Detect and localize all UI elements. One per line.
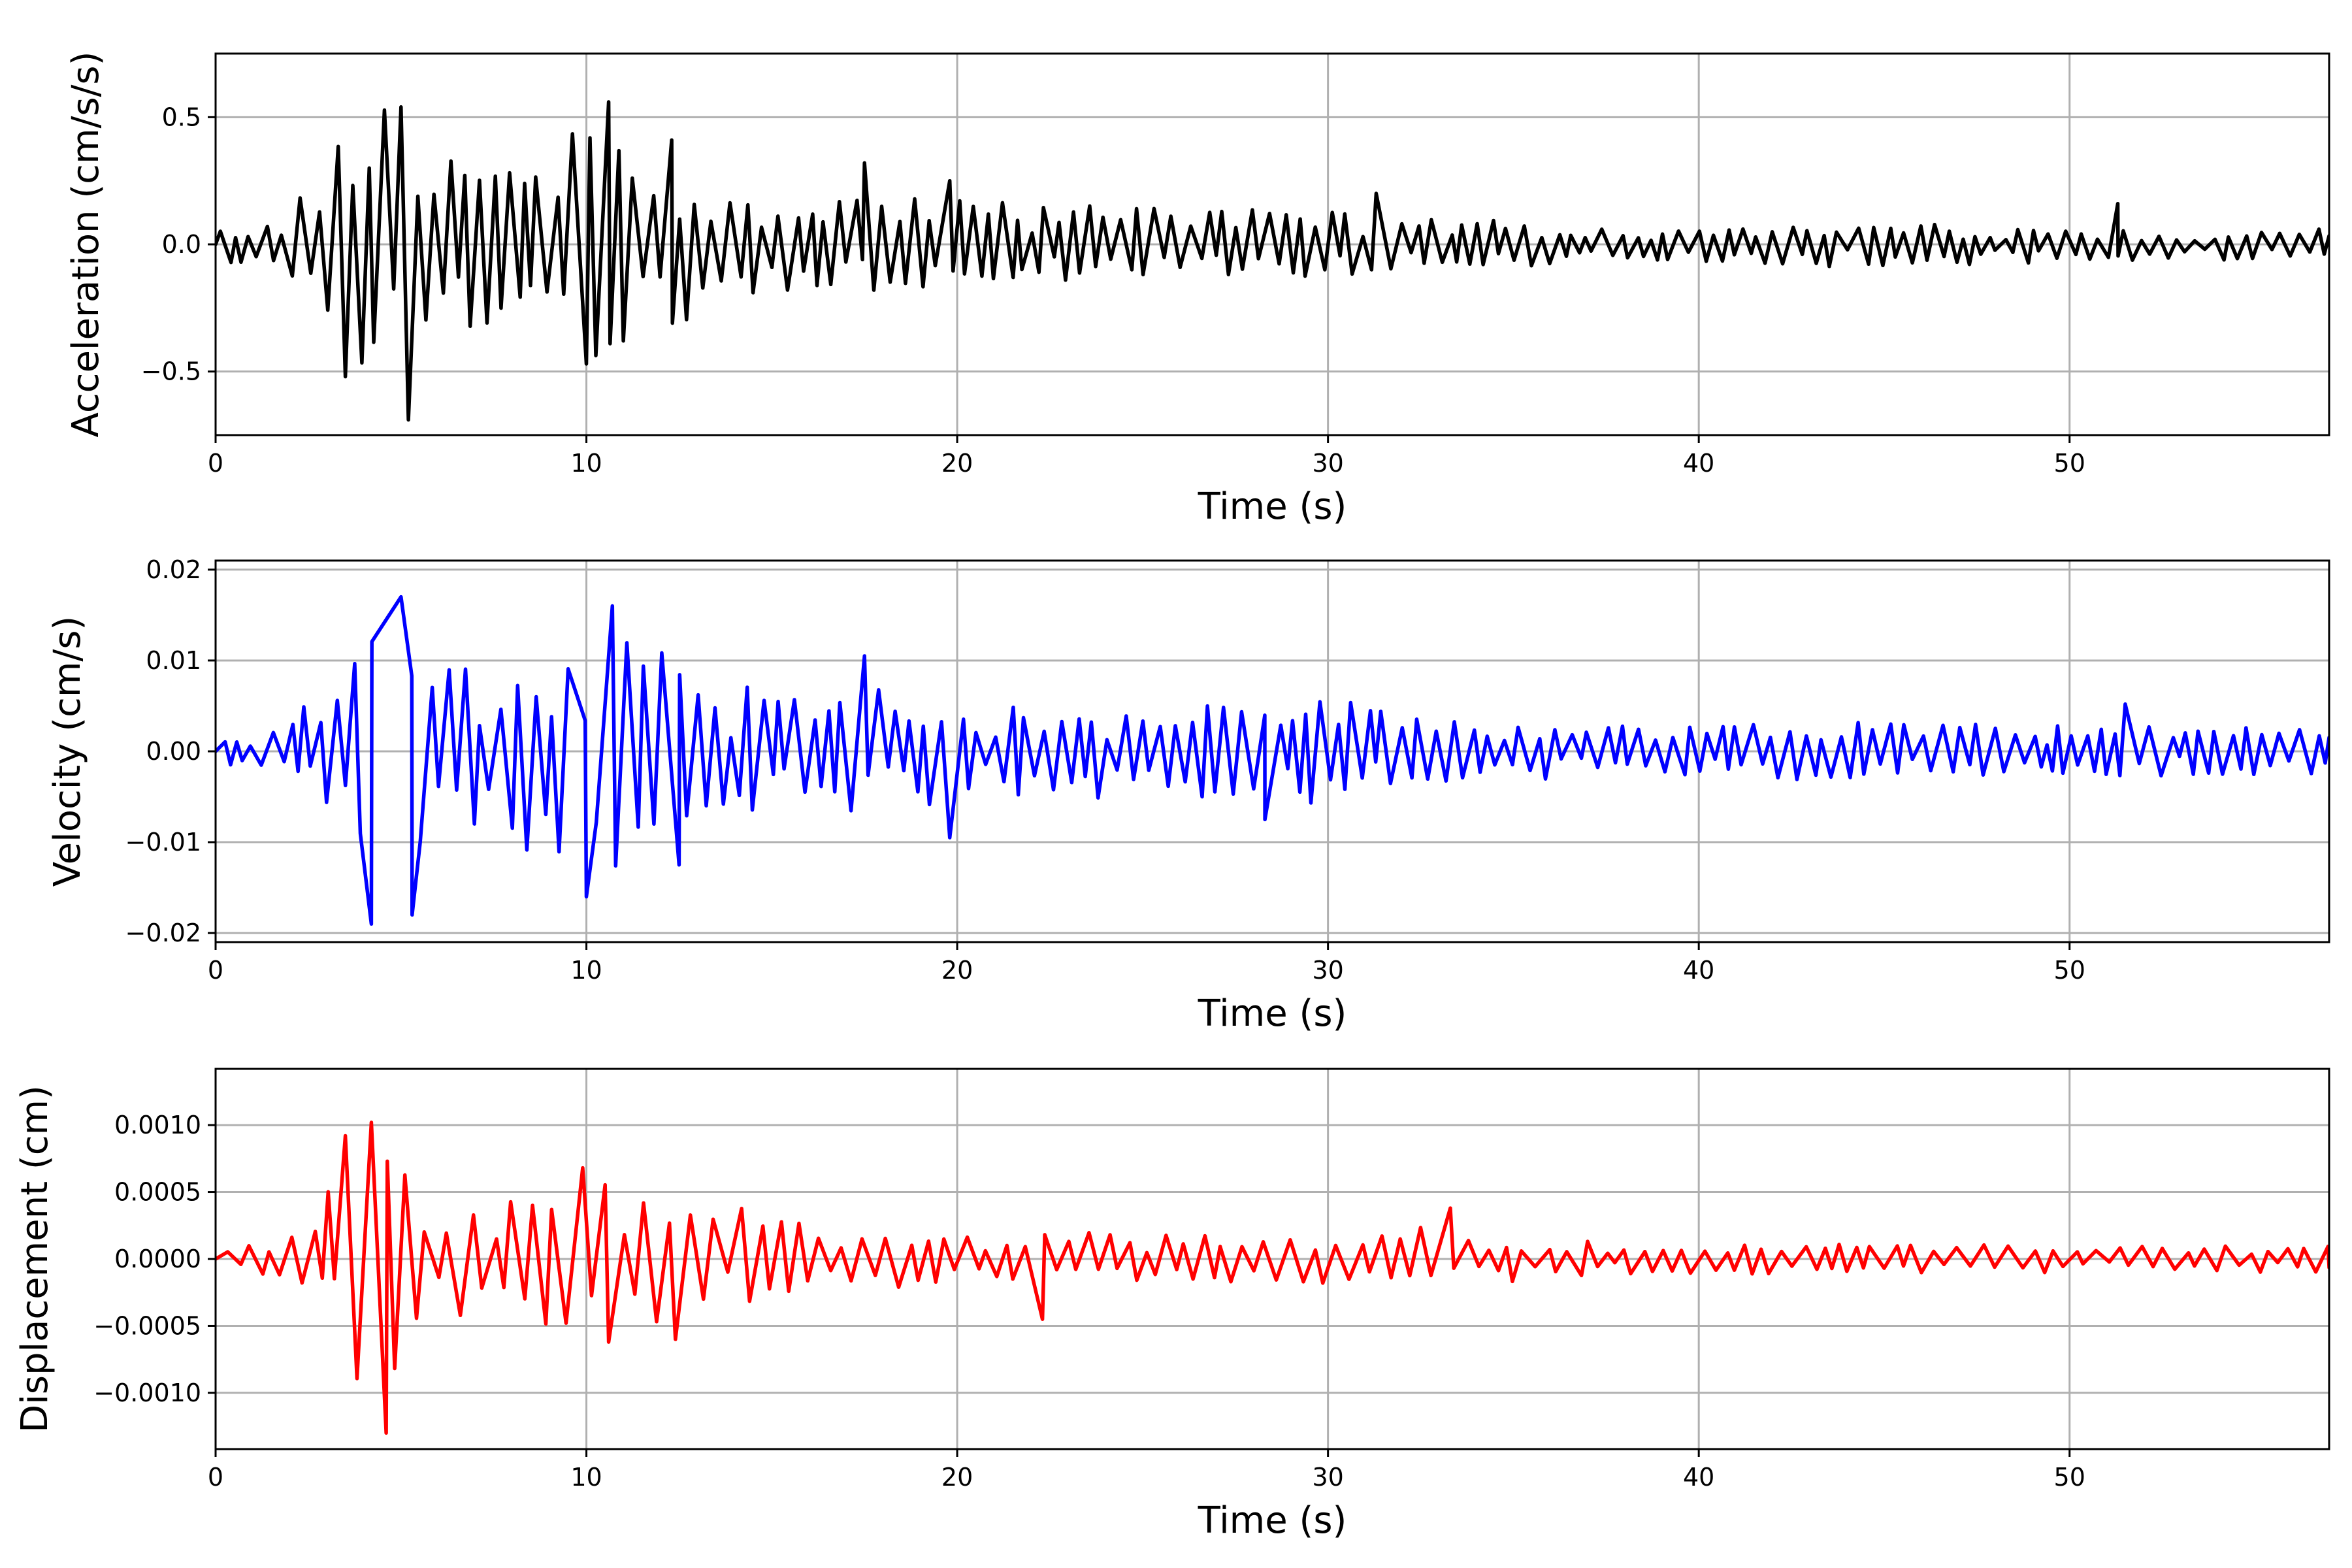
acceleration-xtick-label: 0	[208, 449, 223, 478]
acceleration-xaxis-label: Time (s)	[1198, 485, 1347, 528]
acceleration-panel: 0 10 20 30 40 50 −0.5 0.0 0.5 Time (s) Acceleratio…	[65, 52, 2330, 528]
velocity-xaxis-label: Time (s)	[1198, 992, 1347, 1035]
velocity-panel: 0 10 20 30 40 50 −0.02 −0.01 0.00 0.01 0.02 Time (s…	[46, 555, 2330, 1035]
acceleration-ytick-label: −0.5	[141, 357, 201, 386]
displacement-xtick-label: 30	[1312, 1463, 1343, 1492]
displacement-ytick-label: −0.0005	[93, 1311, 201, 1340]
velocity-xtick-label: 10	[570, 956, 602, 985]
acceleration-xtick-label: 50	[2054, 449, 2085, 478]
velocity-series-line	[216, 595, 2329, 926]
velocity-xtick-label: 40	[1683, 956, 1714, 985]
displacement-panel: 0 10 20 30 40 50 −0.0010 −0.0005 0.0000 0.0005 0.0…	[14, 1068, 2330, 1542]
acceleration-series-line	[216, 100, 2329, 422]
displacement-xtick-label: 10	[570, 1463, 602, 1492]
velocity-yaxis-label: Velocity (cm/s)	[46, 616, 89, 887]
velocity-ytick-label: 0.00	[146, 737, 201, 766]
displacement-ytick-label: 0.0000	[114, 1245, 201, 1273]
acceleration-yaxis-label: Acceleration (cm/s/s)	[65, 52, 107, 438]
velocity-xtick-label: 0	[208, 956, 223, 985]
displacement-xtick-label: 0	[208, 1463, 223, 1492]
acceleration-ytick-label: 0.5	[162, 103, 201, 131]
displacement-xtick-label: 20	[941, 1463, 973, 1492]
velocity-xtick-label: 50	[2054, 956, 2085, 985]
acceleration-xtick-label: 30	[1312, 449, 1343, 478]
velocity-ytick-label: 0.01	[146, 646, 201, 675]
acceleration-xtick-label: 40	[1683, 449, 1714, 478]
velocity-ytick-label: −0.01	[125, 828, 201, 857]
velocity-xtick-label: 20	[941, 956, 973, 985]
acceleration-xtick-label: 20	[941, 449, 973, 478]
displacement-xtick-label: 40	[1683, 1463, 1714, 1492]
velocity-ytick-label: 0.02	[146, 555, 201, 584]
acceleration-xtick-label: 10	[570, 449, 602, 478]
displacement-xaxis-label: Time (s)	[1198, 1499, 1347, 1542]
acceleration-ytick-label: 0.0	[162, 230, 201, 259]
displacement-series-line	[216, 1120, 2329, 1435]
displacement-ytick-label: −0.0010	[93, 1379, 201, 1407]
displacement-ytick-label: 0.0010	[114, 1111, 201, 1139]
displacement-yaxis-label: Displacement (cm)	[14, 1085, 56, 1433]
velocity-xtick-label: 30	[1312, 956, 1343, 985]
displacement-xtick-label: 50	[2054, 1463, 2085, 1492]
displacement-ytick-label: 0.0005	[114, 1178, 201, 1207]
velocity-ytick-label: −0.02	[125, 919, 201, 947]
